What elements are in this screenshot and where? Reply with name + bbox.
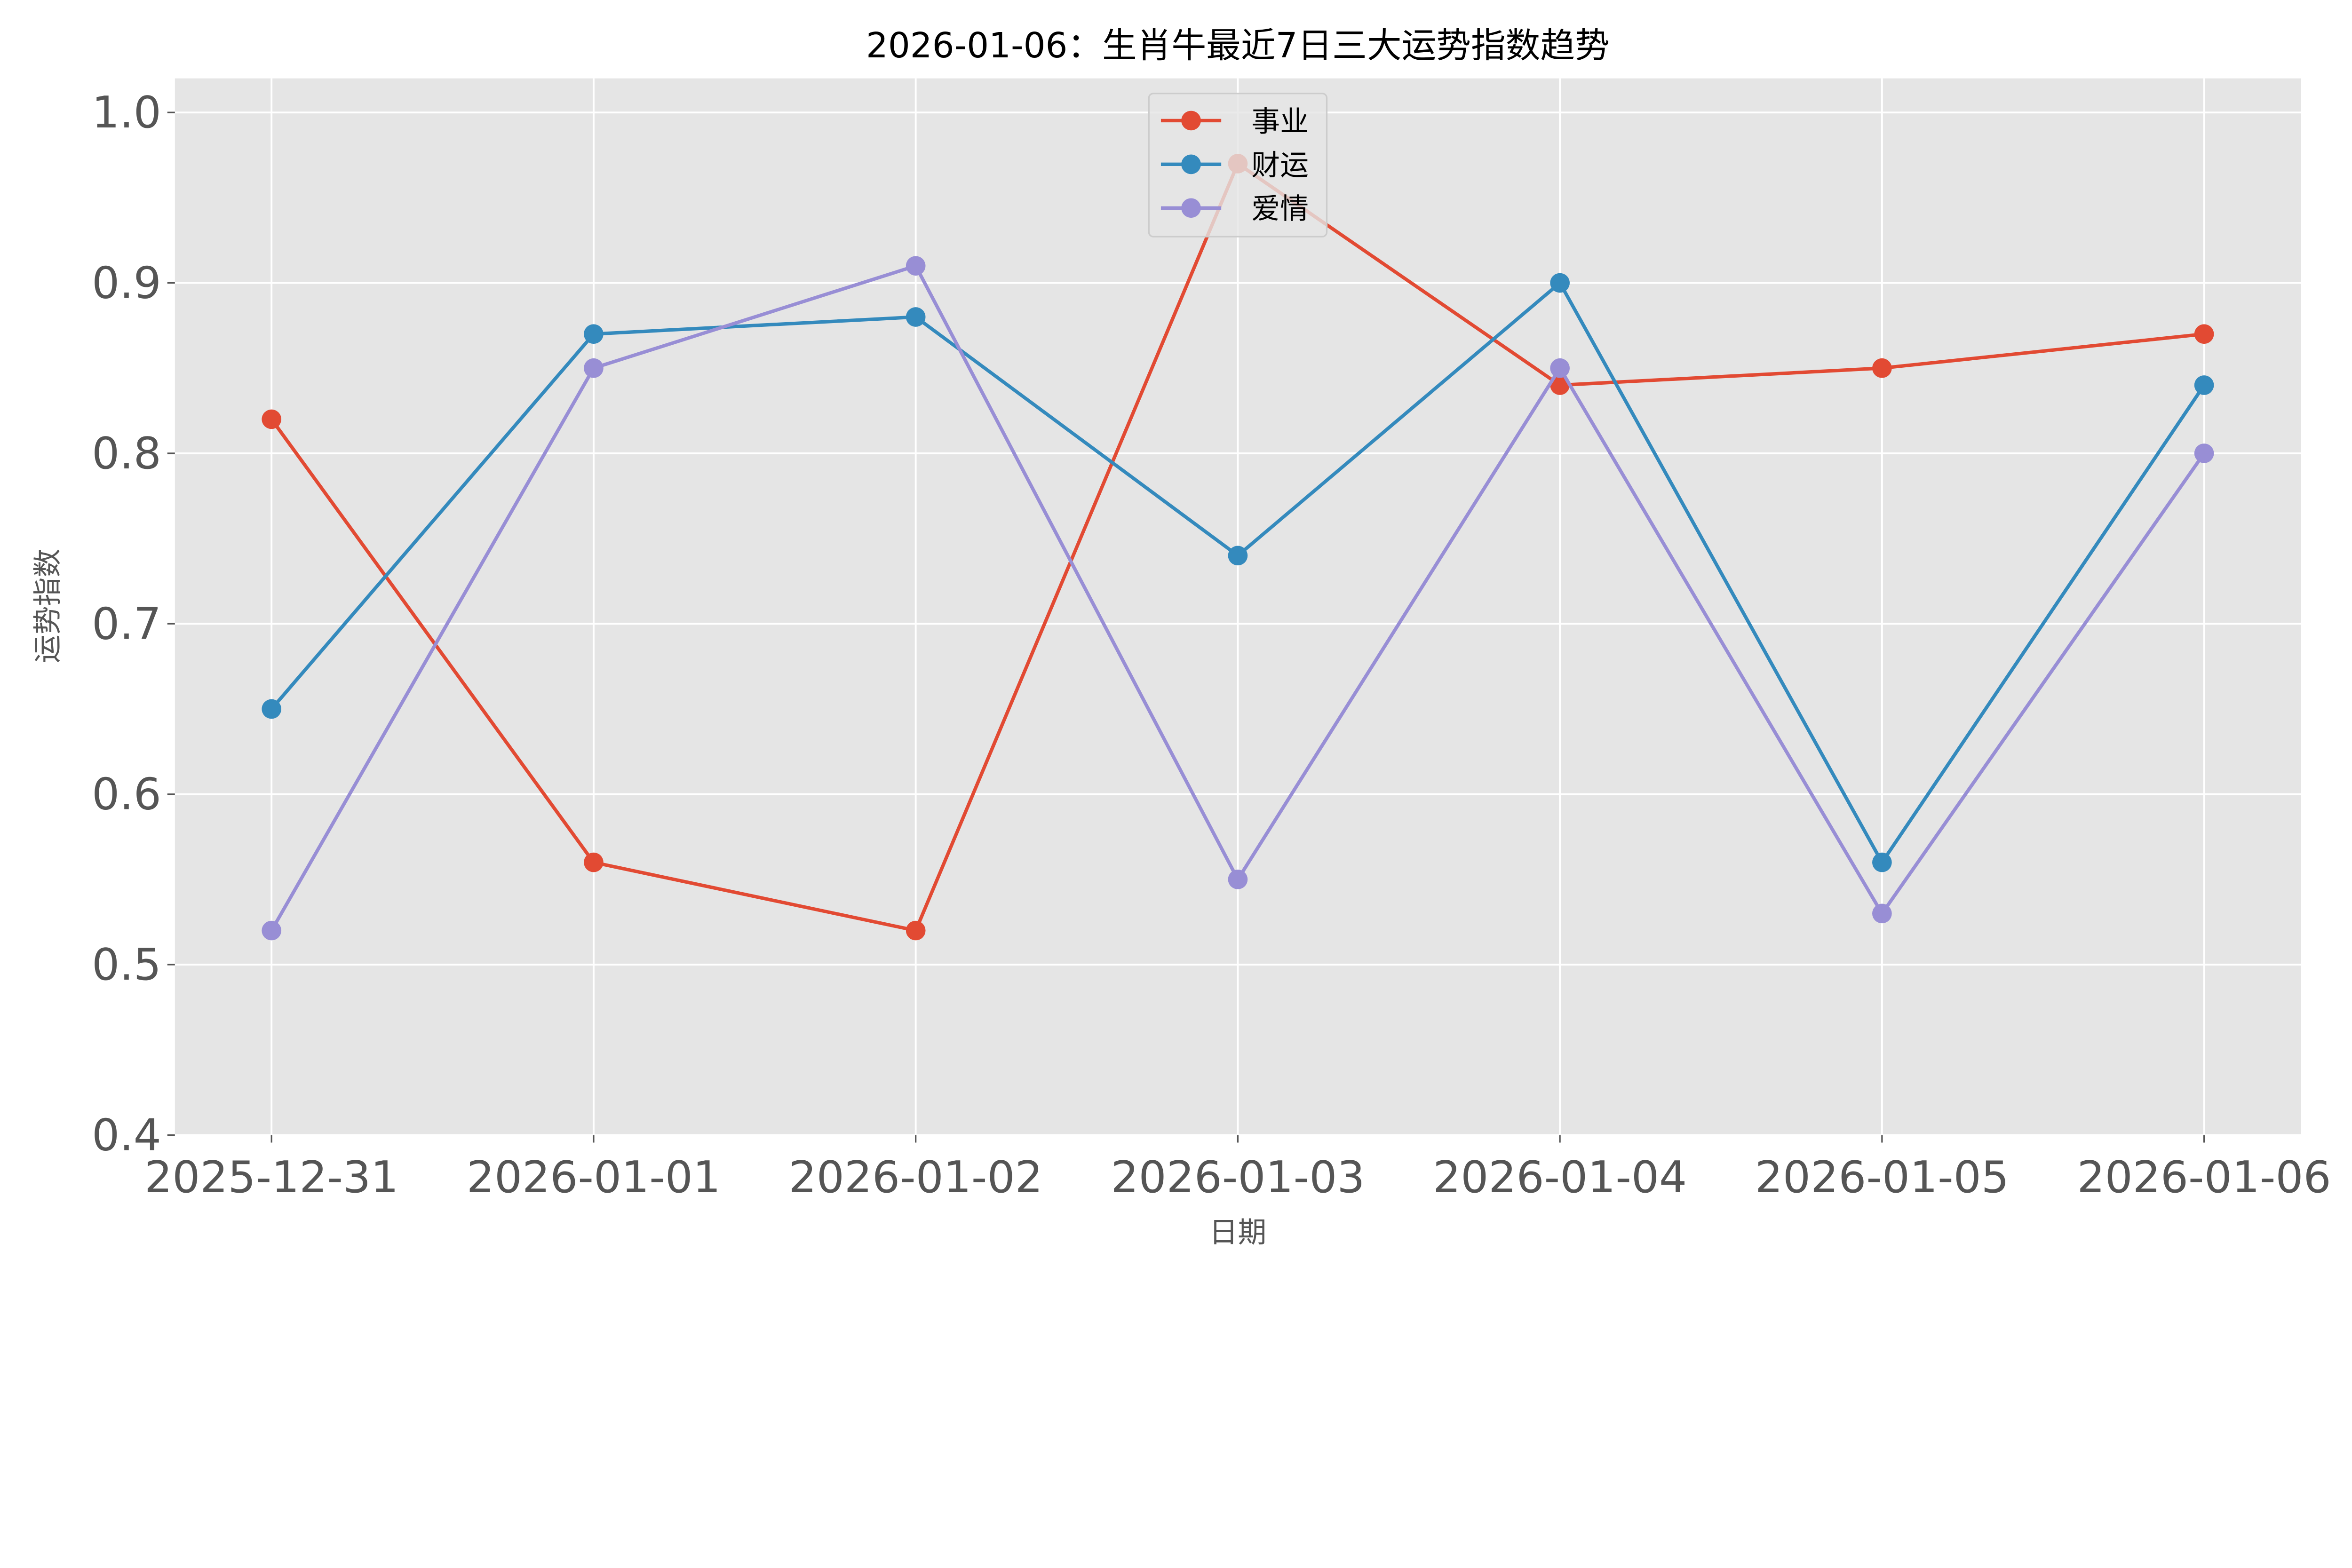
x-tick-label: 2026-01-05 — [1755, 1152, 2009, 1203]
data-point — [262, 920, 282, 941]
data-point — [1872, 358, 1892, 378]
data-point — [584, 358, 604, 378]
y-tick-label: 0.4 — [92, 1110, 161, 1161]
legend-label: 财运 — [1251, 149, 1309, 182]
data-point — [262, 699, 282, 719]
data-point — [1872, 852, 1892, 872]
data-point — [2194, 375, 2214, 395]
y-axis-label: 运势指数 — [31, 549, 64, 663]
data-point — [906, 307, 926, 327]
y-axis: 0.4 0.5 0.6 0.7 0.8 0.9 1.0 — [92, 87, 175, 1161]
legend-label: 爱情 — [1251, 192, 1309, 226]
chart-title: 2026-01-06：生肖牛最近7日三大运势指数趋势 — [866, 26, 1610, 66]
legend-marker — [1181, 111, 1201, 131]
y-tick-label: 0.6 — [92, 769, 161, 820]
series-1 — [262, 273, 2214, 872]
legend-marker — [1181, 154, 1201, 174]
x-tick-label: 2026-01-06 — [2077, 1152, 2331, 1203]
data-point — [1550, 358, 1570, 378]
legend-marker — [1181, 198, 1201, 218]
data-point — [1872, 903, 1892, 924]
legend-label: 事业 — [1251, 105, 1309, 138]
y-tick-label: 0.8 — [92, 428, 161, 479]
line-chart: 0.4 0.5 0.6 0.7 0.8 0.9 1.0 2025-12-31 2026-01-… — [31, 26, 2331, 1249]
data-point — [1228, 546, 1248, 566]
x-tick-label: 2025-12-31 — [144, 1152, 398, 1203]
data-point — [584, 852, 604, 872]
data-point — [2194, 324, 2214, 344]
data-point — [1228, 870, 1248, 889]
data-point — [584, 324, 604, 344]
data-point — [2194, 443, 2214, 463]
series-2 — [262, 256, 2214, 941]
y-tick-label: 0.9 — [92, 258, 161, 309]
data-point — [1550, 375, 1570, 395]
x-tick-label: 2026-01-01 — [467, 1152, 721, 1203]
data-point — [906, 256, 926, 276]
y-tick-label: 1.0 — [92, 87, 161, 138]
x-tick-label: 2026-01-03 — [1111, 1152, 1365, 1203]
data-point — [1550, 273, 1570, 293]
y-tick-label: 0.5 — [92, 939, 161, 990]
x-tick-label: 2026-01-04 — [1433, 1152, 1687, 1203]
grid — [175, 78, 2301, 1136]
x-axis: 2025-12-31 2026-01-01 2026-01-02 2026-01-03… — [144, 1135, 2331, 1203]
data-point — [906, 920, 926, 941]
x-tick-label: 2026-01-02 — [789, 1152, 1043, 1203]
x-axis-label: 日期 — [1209, 1216, 1267, 1249]
data-point — [262, 409, 282, 429]
y-tick-label: 0.7 — [92, 598, 161, 649]
